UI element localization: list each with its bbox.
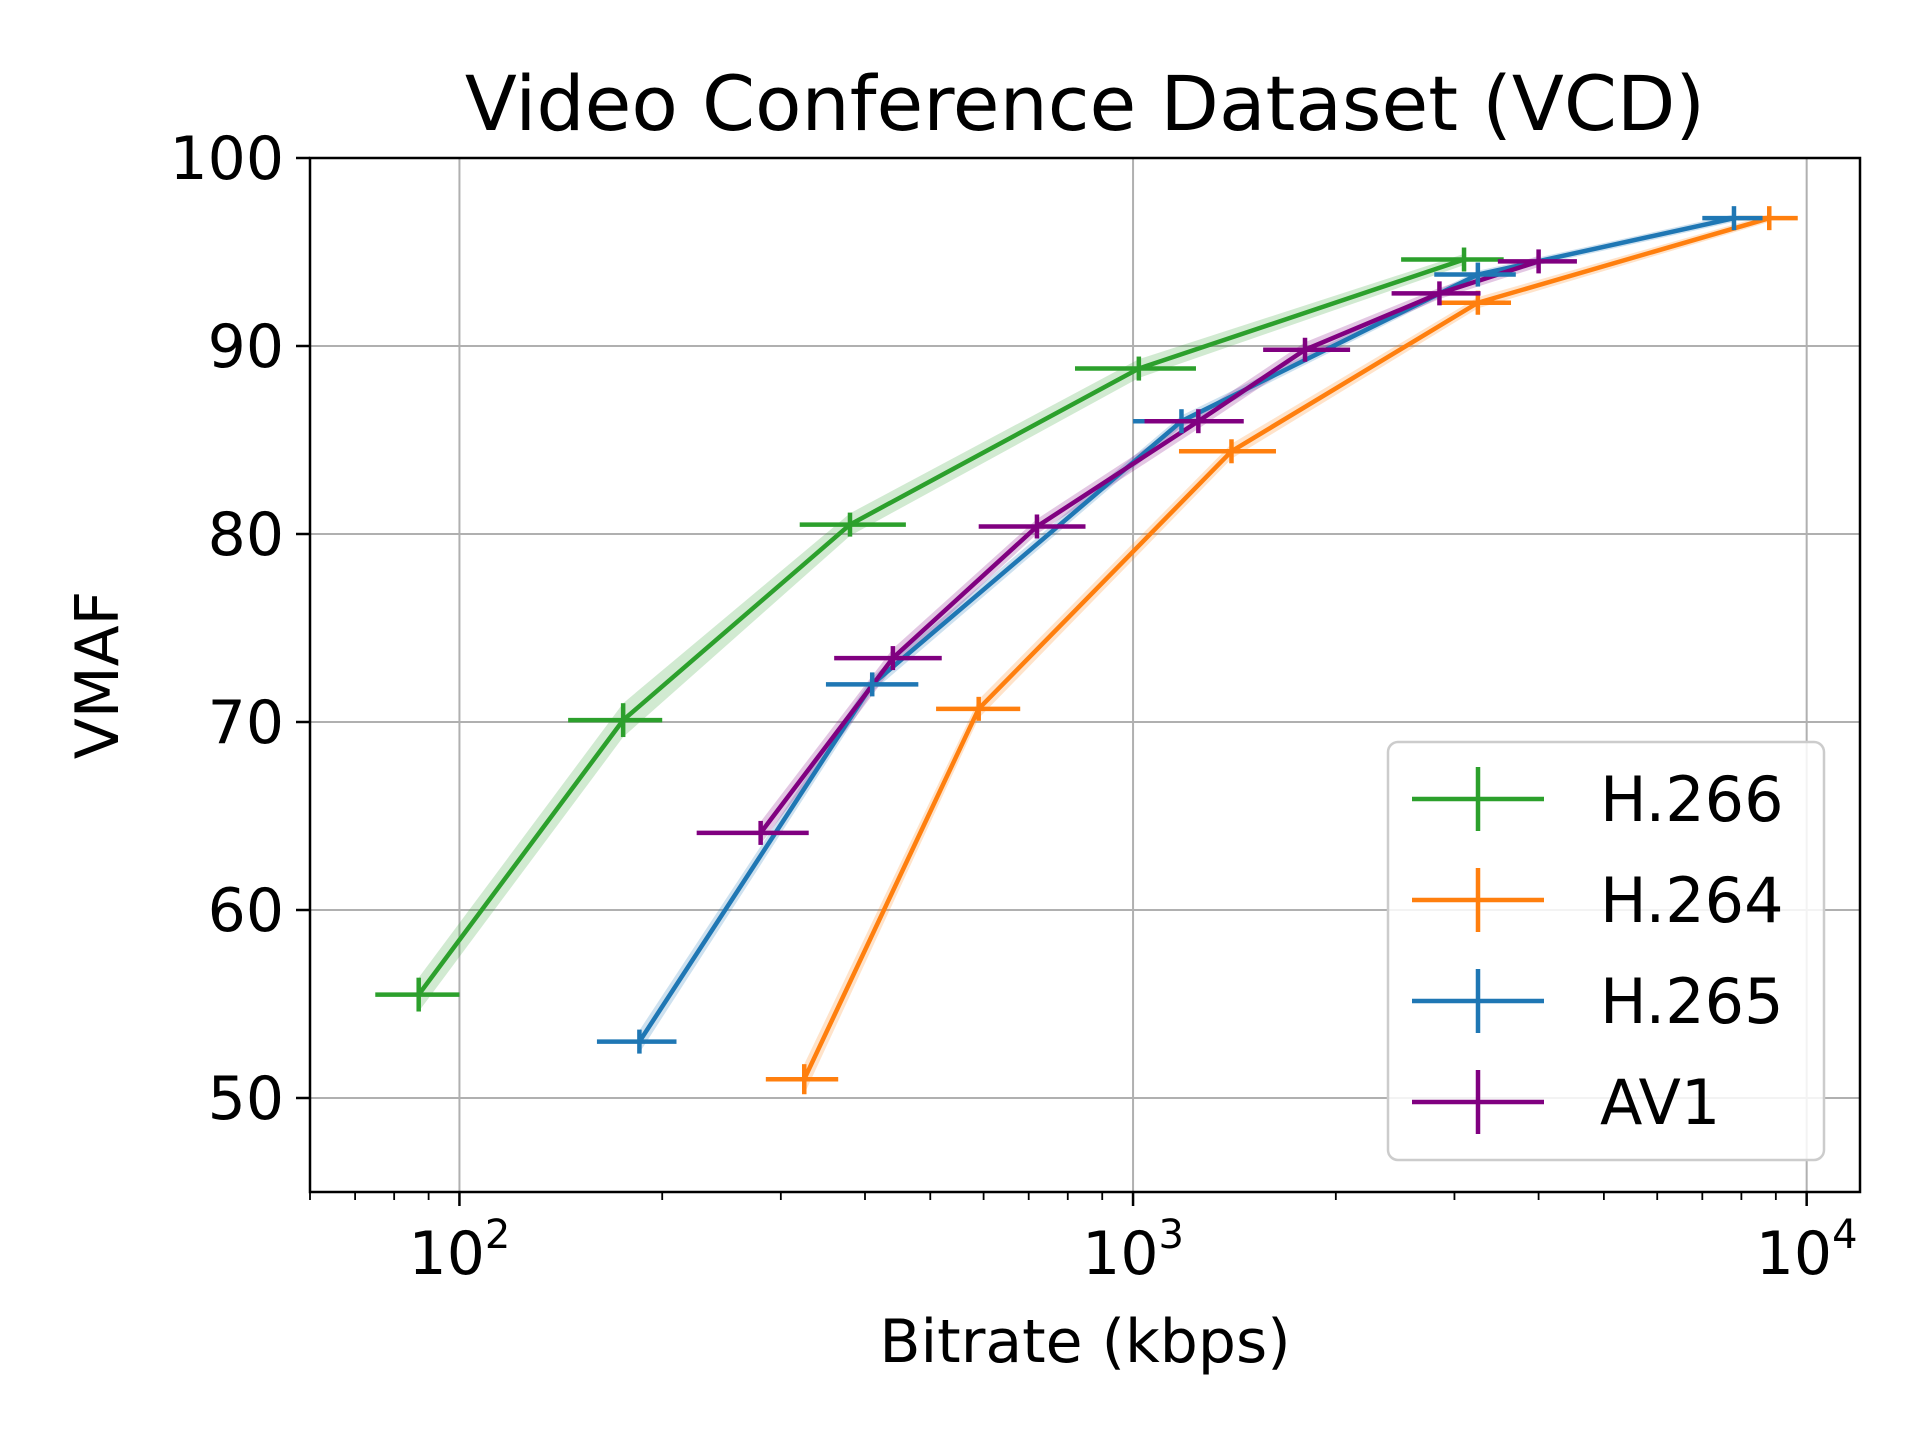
legend-item: H.265	[1412, 965, 1784, 1038]
data-point	[1497, 249, 1577, 274]
data-point	[1702, 206, 1763, 231]
chart-title: Video Conference Dataset (VCD)	[465, 59, 1705, 148]
data-point	[1263, 337, 1351, 362]
x-tick-base: 10	[1756, 1219, 1832, 1289]
x-tick-label: 103	[1082, 1212, 1184, 1289]
y-tick-label: 50	[208, 1064, 284, 1134]
data-point	[375, 977, 460, 1012]
legend-box	[1386, 740, 1826, 1162]
x-tick-base: 10	[409, 1219, 485, 1289]
legend-label: H.266	[1600, 763, 1784, 836]
data-point	[825, 672, 919, 697]
data-point	[1401, 247, 1504, 272]
plot-frame	[308, 156, 1862, 1194]
legend-label: AV1	[1600, 1066, 1720, 1139]
y-tick-label: 70	[208, 688, 284, 758]
data-point	[696, 820, 809, 845]
data-point	[1144, 409, 1244, 434]
legend-item: H.264	[1412, 864, 1784, 937]
data-point	[596, 1029, 677, 1054]
x-tick-exponent: 3	[1159, 1212, 1184, 1258]
y-tick-label: 60	[208, 876, 284, 946]
data-point	[1178, 439, 1276, 464]
data-point	[834, 646, 942, 671]
legend-item: AV1	[1412, 1066, 1720, 1139]
data-point	[1074, 356, 1196, 381]
x-tick-exponent: 2	[485, 1212, 510, 1258]
error-bars	[375, 206, 1798, 1095]
legend-label: H.265	[1600, 965, 1784, 1038]
y-tick-label: 90	[208, 312, 284, 382]
data-point	[765, 1064, 839, 1095]
x-axis-label: Bitrate (kbps)	[879, 1307, 1290, 1377]
x-tick-exponent: 4	[1832, 1212, 1857, 1258]
data-point	[936, 696, 1021, 721]
x-axis-ticks: 102 103 104	[309, 1192, 1858, 1289]
y-tick-label: 80	[208, 500, 284, 570]
legend: H.266 H.264 H.265 AV1	[1386, 740, 1826, 1162]
x-tick-label: 104	[1756, 1212, 1858, 1289]
x-tick-base: 10	[1082, 1219, 1158, 1289]
data-point	[568, 703, 663, 738]
y-axis-ticks: 50 60 70 80 90 100	[169, 124, 310, 1134]
data-point	[978, 514, 1086, 539]
data-point	[799, 512, 906, 537]
x-tick-label: 102	[409, 1212, 511, 1289]
data-point	[1391, 281, 1481, 306]
legend-item: H.266	[1412, 763, 1784, 836]
data-point	[1434, 262, 1516, 287]
y-axis-label: VMAF	[63, 591, 133, 759]
y-tick-label: 100	[169, 124, 284, 194]
legend-label: H.264	[1600, 864, 1784, 937]
